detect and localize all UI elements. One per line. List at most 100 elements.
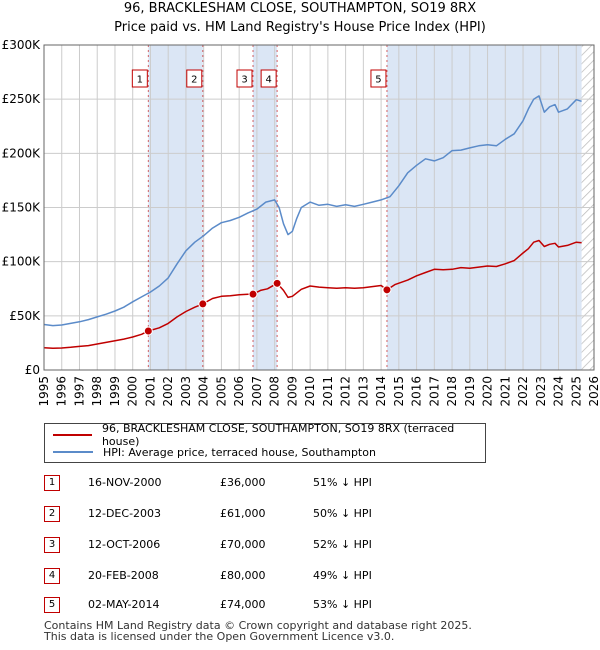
x-tick-label: 2012: [339, 376, 353, 407]
chart-title-address: 96, BRACKLESHAM CLOSE, SOUTHAMPTON, SO19…: [123, 1, 477, 16]
sale-dot: [198, 299, 208, 309]
legend-item-property: 96, BRACKLESHAM CLOSE, SOUTHAMPTON, SO19…: [53, 422, 485, 448]
grid-lines: [43, 44, 595, 371]
x-axis-ticks: 1995 1996 1997 1998 1999 2000 2001 2002 2003 2004…: [37, 376, 600, 407]
x-tick-label: 2004: [197, 376, 211, 407]
sale-number-label: 2: [191, 75, 197, 86]
x-tick-label: 2006: [232, 376, 246, 407]
transaction-price: £80,000: [220, 569, 266, 582]
transaction-date: 02-MAY-2014: [88, 598, 160, 611]
x-tick-label: 2019: [463, 376, 477, 407]
x-tick-label: 2011: [321, 376, 335, 407]
y-tick-label: £150K: [2, 201, 42, 215]
y-tick-label: £0: [25, 363, 40, 377]
footer-copyright: Contains HM Land Registry data © Crown c…: [44, 619, 472, 632]
transaction-date: 12-DEC-2003: [88, 507, 162, 520]
table-row: 2 12-DEC-2003 £61,000 50% ↓ HPI: [0, 504, 600, 524]
x-tick-label: 1995: [37, 376, 51, 407]
transaction-hpi-diff: 51% ↓ HPI: [313, 476, 372, 489]
x-tick-label: 2002: [161, 376, 175, 407]
sale-number-label: 5: [375, 75, 381, 86]
x-tick-label: 2023: [534, 376, 548, 407]
transaction-number: 3: [44, 537, 60, 553]
transaction-price: £61,000: [220, 507, 266, 520]
y-tick-label: £200K: [2, 146, 42, 160]
plot-frame: [43, 44, 595, 371]
sale-marker-lines: [147, 45, 388, 370]
series-lines: [44, 95, 582, 350]
transaction-hpi-diff: 52% ↓ HPI: [313, 538, 372, 551]
y-axis-ticks: £0 £50K £100K £150K £200K £250K £300K: [2, 38, 42, 377]
sale-number-boxes: 1 2 3 4 5: [131, 69, 387, 88]
x-tick-label: 2016: [410, 376, 424, 407]
transaction-date: 16-NOV-2000: [88, 476, 162, 489]
legend-swatch-hpi: [53, 451, 93, 453]
x-tick-label: 1996: [55, 376, 69, 407]
x-tick-label: 2005: [214, 376, 228, 407]
x-tick-label: 2017: [427, 376, 441, 407]
y-tick-label: £100K: [2, 255, 42, 269]
transaction-number: 5: [44, 597, 60, 613]
x-tick-label: 2015: [392, 376, 406, 407]
transaction-number: 1: [44, 475, 60, 491]
x-tick-label: 2010: [303, 376, 317, 407]
legend-label-hpi: HPI: Average price, terraced house, Sout…: [103, 445, 376, 459]
transaction-date: 20-FEB-2008: [88, 569, 159, 582]
transaction-price: £36,000: [220, 476, 266, 489]
x-tick-label: 2026: [587, 376, 600, 407]
sale-number-label: 1: [137, 75, 143, 86]
x-tick-label: 2000: [126, 376, 140, 407]
x-tick-label: 2018: [445, 376, 459, 407]
transaction-hpi-diff: 50% ↓ HPI: [313, 507, 372, 520]
sale-number-box: [186, 69, 203, 88]
x-tick-label: 2021: [498, 376, 512, 407]
sale-number-box: [260, 69, 277, 88]
y-tick-label: £250K: [2, 92, 42, 106]
transaction-number: 2: [44, 506, 60, 522]
x-tick-label: 2001: [143, 376, 157, 407]
legend-swatch-property: [53, 434, 92, 436]
sale-dots: [143, 278, 392, 336]
footer-licence: This data is licensed under the Open Gov…: [44, 630, 395, 643]
transaction-hpi-diff: 53% ↓ HPI: [313, 598, 372, 611]
x-tick-label: 2020: [481, 376, 495, 407]
legend-label-property: 96, BRACKLESHAM CLOSE, SOUTHAMPTON, SO19…: [101, 422, 455, 448]
x-tick-label: 2024: [552, 376, 566, 407]
x-tick-label: 2008: [268, 376, 282, 407]
sale-dot: [382, 285, 392, 295]
x-tick-label: 2025: [569, 376, 583, 407]
sale-number-box: [370, 69, 387, 88]
x-tick-label: 2014: [374, 376, 388, 407]
sale-dot: [143, 326, 153, 336]
x-tick-label: 2009: [285, 376, 299, 407]
chart-title-subtitle: Price paid vs. HM Land Registry's House …: [114, 20, 486, 35]
x-tick-label: 1998: [90, 376, 104, 407]
transaction-price: £74,000: [220, 598, 266, 611]
legend: 96, BRACKLESHAM CLOSE, SOUTHAMPTON, SO19…: [44, 422, 486, 463]
table-row: 5 02-MAY-2014 £74,000 53% ↓ HPI: [0, 595, 600, 615]
x-tick-label: 2007: [250, 376, 264, 407]
transaction-hpi-diff: 49% ↓ HPI: [313, 569, 372, 582]
sale-number-box: [236, 69, 253, 88]
sale-number-label: 4: [265, 75, 271, 86]
property-price-line: [44, 239, 582, 350]
table-row: 4 20-FEB-2008 £80,000 49% ↓ HPI: [0, 566, 600, 586]
hpi-line: [44, 95, 582, 327]
sale-number-box: [131, 69, 148, 88]
x-tick-label: 1997: [72, 376, 86, 407]
x-tick-label: 2022: [516, 376, 530, 407]
x-tick-label: 1999: [108, 376, 122, 407]
price-chart: 1 2 3 4 5 £0 £50K £100K £150K £200K £250K £300K 19…: [2, 38, 600, 407]
table-row: 1 16-NOV-2000 £36,000 51% ↓ HPI: [0, 473, 600, 493]
x-tick-label: 2003: [179, 376, 193, 407]
y-tick-label: £300K: [2, 38, 42, 52]
table-row: 3 12-OCT-2006 £70,000 52% ↓ HPI: [0, 535, 600, 555]
transaction-number: 4: [44, 568, 60, 584]
sale-number-label: 3: [241, 75, 247, 86]
sale-dot: [272, 278, 282, 288]
sale-dot: [248, 289, 258, 299]
transaction-date: 12-OCT-2006: [88, 538, 161, 551]
y-tick-label: £50K: [9, 309, 41, 323]
transaction-price: £70,000: [220, 538, 266, 551]
legend-item-hpi: HPI: Average price, terraced house, Sout…: [53, 444, 376, 460]
